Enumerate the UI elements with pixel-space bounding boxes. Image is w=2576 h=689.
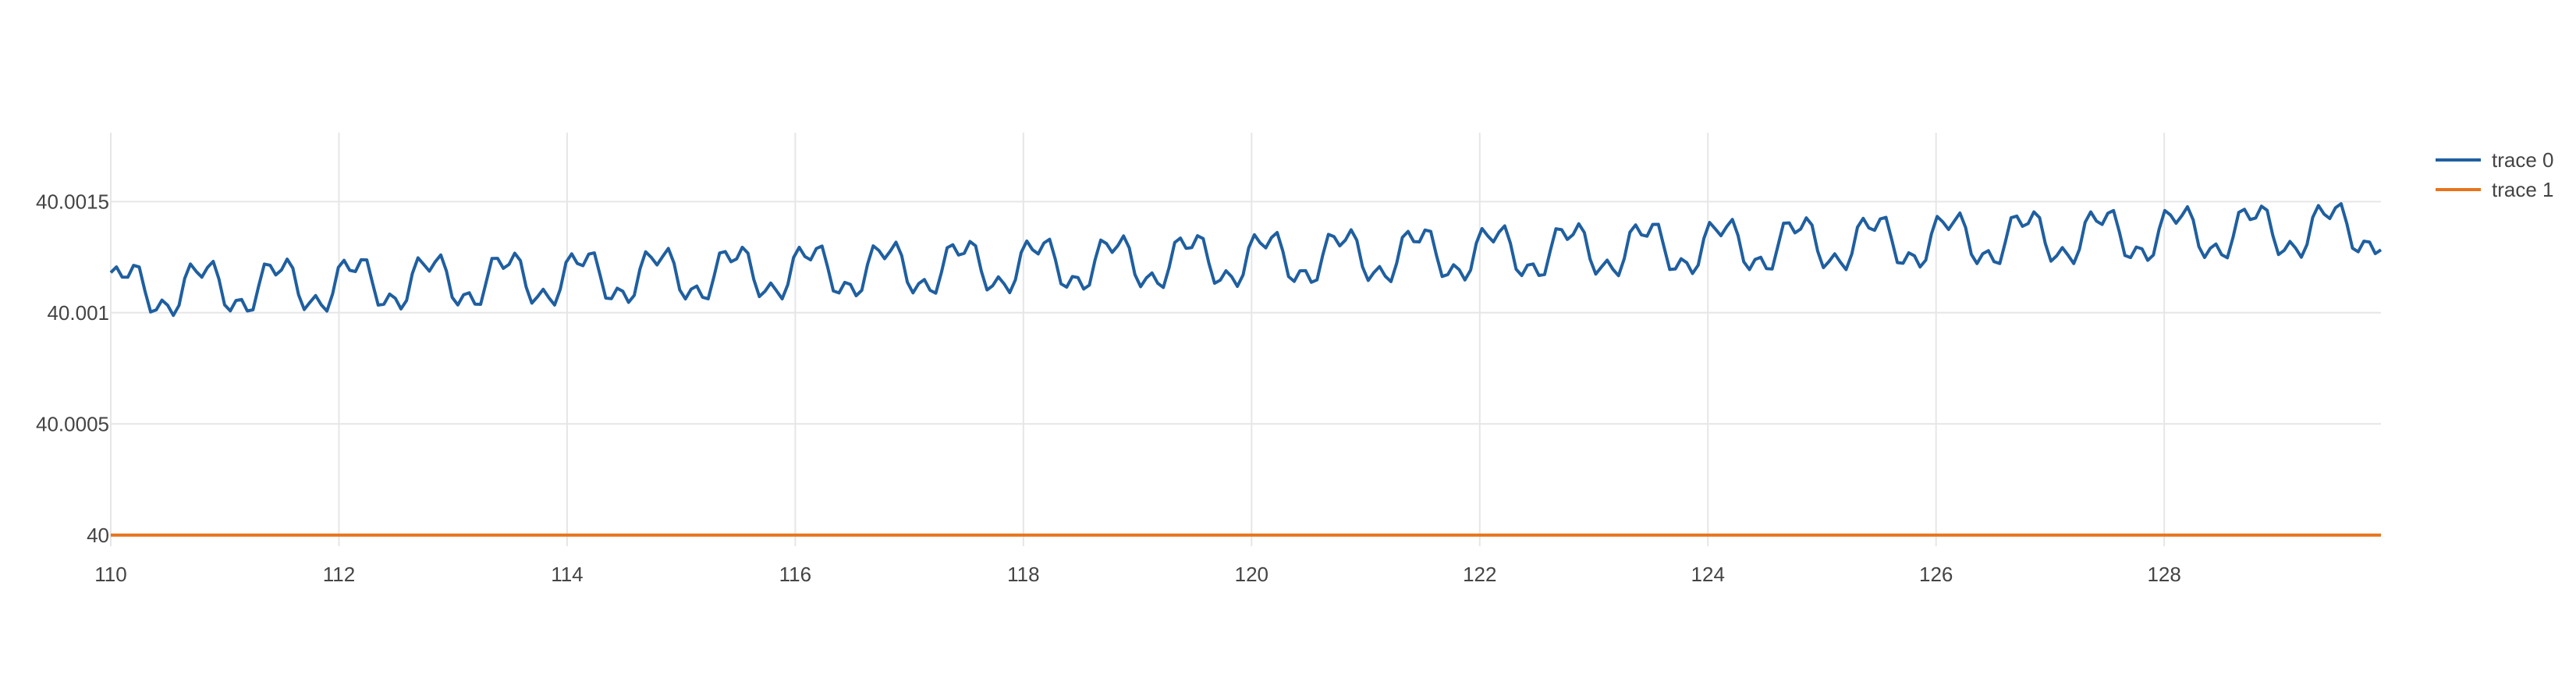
y-axis: 40 40.0005 40.001 40.0015 <box>36 190 109 546</box>
y-tick-label: 40.0015 <box>36 190 109 213</box>
legend-item-1[interactable]: trace 1 <box>2436 178 2554 201</box>
x-tick-label: 118 <box>1007 563 1039 586</box>
x-tick-label: 114 <box>551 563 583 586</box>
y-tick-label: 40.001 <box>47 301 109 325</box>
x-tick-label: 120 <box>1235 563 1268 586</box>
x-tick-label: 112 <box>323 563 355 586</box>
legend-label: trace 1 <box>2492 178 2554 201</box>
x-tick-label: 116 <box>779 563 811 586</box>
legend-label: trace 0 <box>2492 148 2554 172</box>
x-tick-label: 128 <box>2147 563 2180 586</box>
x-tick-label: 124 <box>1691 563 1725 586</box>
gridlines <box>110 133 2381 546</box>
y-tick-label: 40 <box>87 524 109 547</box>
x-tick-label: 126 <box>1919 563 1953 586</box>
x-tick-label: 122 <box>1463 563 1496 586</box>
legend[interactable]: trace 0 trace 1 <box>2436 148 2554 201</box>
x-axis: 110 112 114 116 118 120 122 124 126 128 <box>94 563 2181 586</box>
series-line-0 <box>109 202 2383 318</box>
plot-area <box>109 202 2383 537</box>
legend-item-0[interactable]: trace 0 <box>2436 148 2554 172</box>
x-tick-label: 110 <box>94 563 126 586</box>
y-tick-label: 40.0005 <box>36 412 109 435</box>
